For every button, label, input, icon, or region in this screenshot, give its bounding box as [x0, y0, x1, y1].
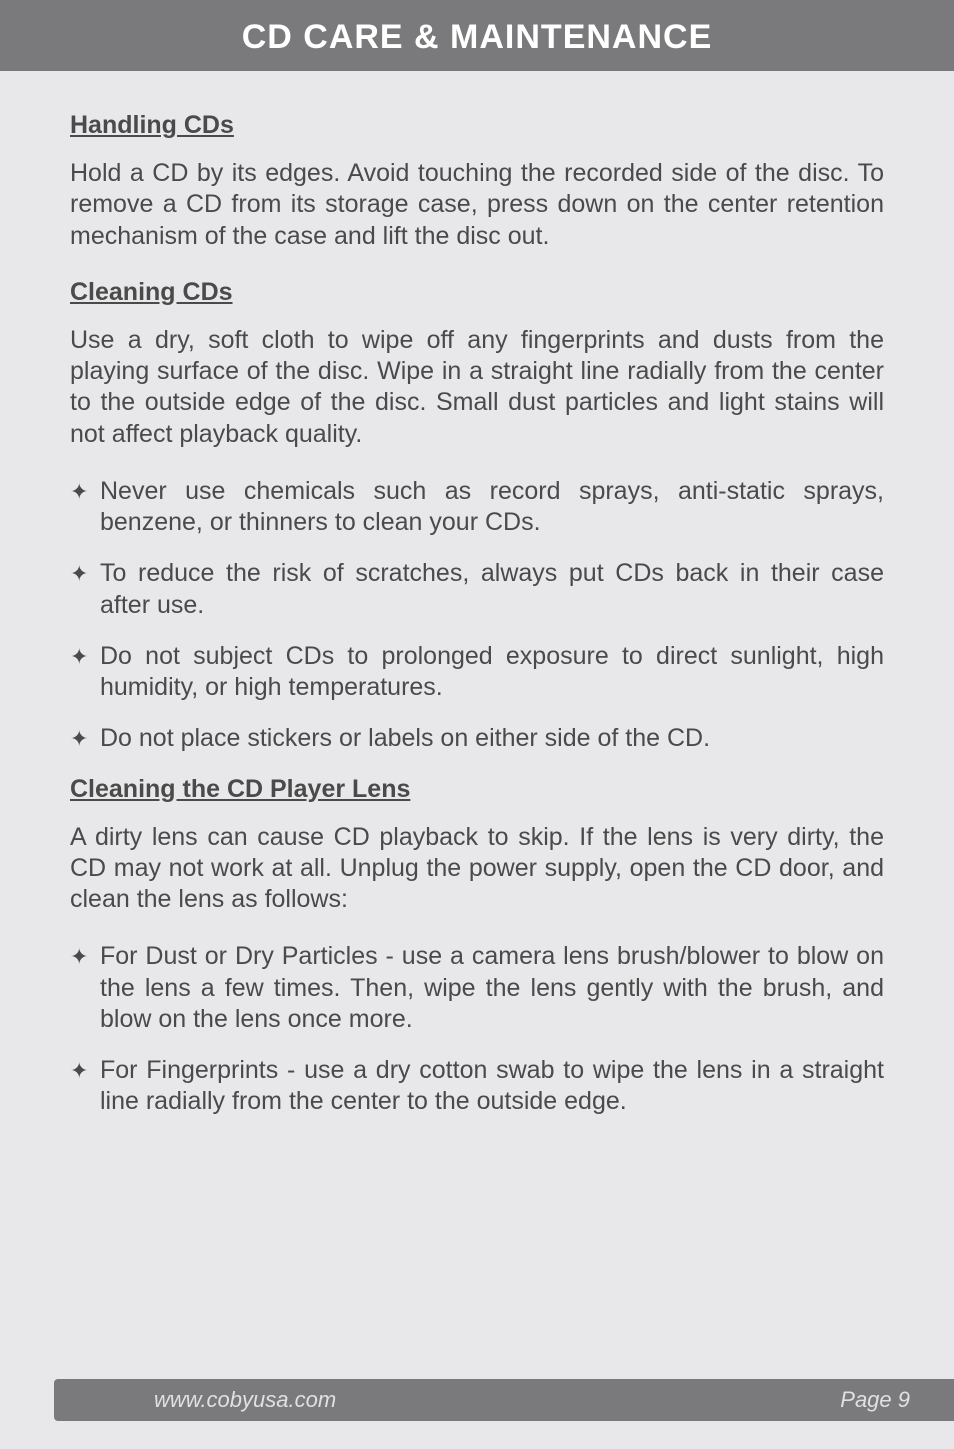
header-title: CD CARE & MAINTENANCE: [242, 18, 713, 56]
bullet-text: For Fingerprints - use a dry cotton swab…: [100, 1055, 884, 1118]
footer-page: Page 9: [840, 1387, 910, 1413]
list-item: ✦ Do not subject CDs to prolonged exposu…: [70, 641, 884, 704]
list-item: ✦ For Dust or Dry Particles - use a came…: [70, 941, 884, 1035]
bullet-text: Do not subject CDs to prolonged exposure…: [100, 641, 884, 704]
list-item: ✦ Do not place stickers or labels on eit…: [70, 723, 884, 754]
bullet-text: Do not place stickers or labels on eithe…: [100, 723, 884, 754]
bullet-icon: ✦: [70, 941, 100, 1035]
bullet-text: Never use chemicals such as record spray…: [100, 476, 884, 539]
section-title-handling: Handling CDs: [70, 111, 884, 140]
bullet-icon: ✦: [70, 476, 100, 539]
bullet-list-lens: ✦ For Dust or Dry Particles - use a came…: [70, 941, 884, 1117]
list-item: ✦ Never use chemicals such as record spr…: [70, 476, 884, 539]
page-header: CD CARE & MAINTENANCE: [0, 0, 954, 71]
bullet-text: For Dust or Dry Particles - use a camera…: [100, 941, 884, 1035]
section-title-cleaning: Cleaning CDs: [70, 278, 884, 307]
bullet-icon: ✦: [70, 641, 100, 704]
list-item: ✦ To reduce the risk of scratches, alway…: [70, 558, 884, 621]
bullet-icon: ✦: [70, 558, 100, 621]
para-cleaning: Use a dry, soft cloth to wipe off any fi…: [70, 325, 884, 450]
para-lens: A dirty lens can cause CD playback to sk…: [70, 822, 884, 916]
bullet-icon: ✦: [70, 1055, 100, 1118]
page-footer: www.cobyusa.com Page 9: [54, 1379, 954, 1421]
footer-url: www.cobyusa.com: [154, 1387, 336, 1413]
list-item: ✦ For Fingerprints - use a dry cotton sw…: [70, 1055, 884, 1118]
para-handling: Hold a CD by its edges. Avoid touching t…: [70, 158, 884, 252]
bullet-icon: ✦: [70, 723, 100, 754]
page-content: Handling CDs Hold a CD by its edges. Avo…: [0, 71, 954, 1118]
section-title-lens: Cleaning the CD Player Lens: [70, 775, 884, 804]
bullet-text: To reduce the risk of scratches, always …: [100, 558, 884, 621]
bullet-list-cleaning: ✦ Never use chemicals such as record spr…: [70, 476, 884, 755]
